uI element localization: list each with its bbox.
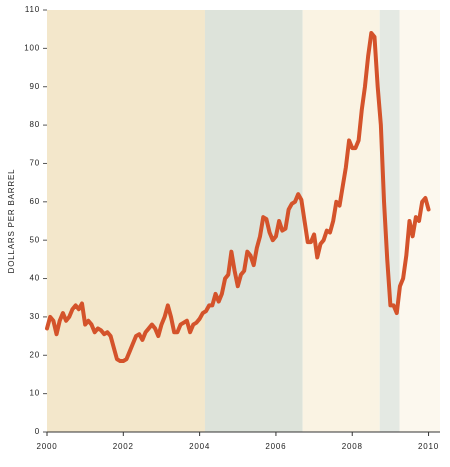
x-tick-label: 2006 [265,442,286,451]
y-tick-label: 110 [25,5,40,14]
y-tick-label: 10 [30,389,41,398]
y-tick-label: 90 [30,82,41,91]
y-tick-label: 100 [24,43,40,52]
shaded-period [379,10,400,432]
y-tick-label: 60 [30,197,41,206]
x-tick-label: 2004 [189,442,210,451]
y-tick-label: 30 [30,312,41,321]
shaded-period [47,10,205,432]
y-tick-label: 50 [30,235,41,244]
x-tick-label: 2010 [418,442,439,451]
x-tick-label: 2000 [37,442,58,451]
x-tick-label: 2008 [342,442,363,451]
y-tick-label: 20 [30,350,41,359]
y-tick-label: 70 [30,159,41,168]
y-tick-label: 0 [35,427,40,436]
y-tick-label: 40 [30,274,41,283]
price-line [45,31,431,364]
x-tick-label: 2002 [113,442,134,451]
y-tick-label: 80 [30,120,41,129]
y-axis-label: DOLLARS PER BARREL [7,169,16,274]
